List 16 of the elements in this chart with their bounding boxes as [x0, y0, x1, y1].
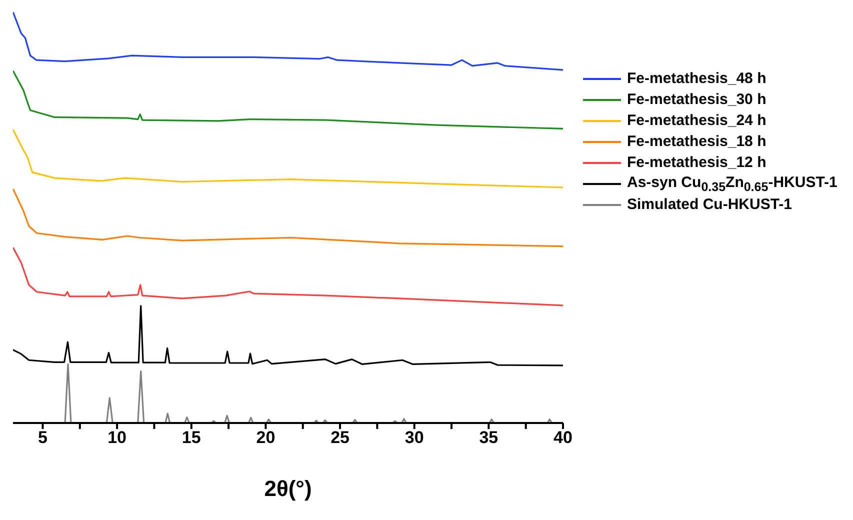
x-tick-label: 10: [108, 428, 127, 448]
x-axis-title: 2θ(°): [263, 476, 313, 502]
x-tick-label: 40: [554, 428, 572, 448]
x-tick-label: 30: [404, 428, 424, 448]
x-tick-label: 25: [330, 428, 350, 448]
legend-label: Fe-metathesis_48 h: [627, 70, 766, 87]
legend-label: Fe-metathesis_24 h: [627, 112, 766, 129]
legend-label: Fe-metathesis_18 h: [627, 133, 766, 150]
legend-label: As-syn Cu$_{0.35}$Zn$_{0.65}$-HKUST-1: [627, 174, 838, 194]
x-tick-label: 15: [182, 428, 201, 448]
x-tick-label: 20: [256, 428, 276, 448]
x-tick-label: 5: [38, 428, 48, 448]
x-tick-label: 35: [479, 428, 498, 448]
legend-label: Fe-metathesis_30 h: [627, 91, 766, 108]
legend-label: Simulated Cu-HKUST-1: [627, 196, 792, 213]
legend-label: Fe-metathesis_12 h: [627, 154, 766, 171]
